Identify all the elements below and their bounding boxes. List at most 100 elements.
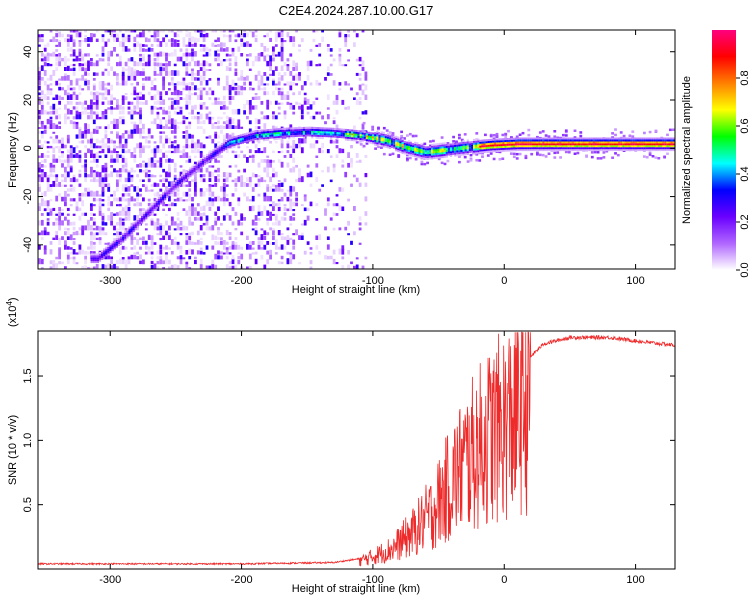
spectrogram-cell [211, 123, 215, 129]
spectrogram-cell [52, 131, 56, 134]
spectrogram-cell [110, 220, 113, 226]
spectrogram-cell [292, 92, 296, 96]
spectrogram-cell [649, 139, 652, 142]
spectrogram-cell [81, 88, 85, 91]
spectrogram-cell [464, 141, 467, 144]
spectrogram-cell [87, 139, 90, 144]
spectrogram-cell [66, 252, 70, 255]
spectrogram-cell [286, 94, 290, 100]
spectrogram-cell [92, 62, 96, 67]
spectrogram-cell [338, 82, 342, 86]
spectrogram-cell [660, 149, 663, 152]
spectrogram-cell [395, 149, 398, 152]
spectrogram-cell [199, 63, 203, 67]
snr-panel: -300 -200 -100 0 100 0.51.01.5 Height of str… [5, 297, 676, 595]
spectrogram-cell [153, 175, 157, 178]
spectrogram-cell [101, 212, 105, 216]
spectrogram-cell [519, 147, 522, 150]
spectrogram-cell [378, 134, 381, 137]
spectrogram-cell [188, 239, 192, 245]
spectrogram-cell [153, 182, 157, 187]
spectrogram-cell [222, 149, 226, 152]
spectrogram-cell [550, 141, 553, 144]
spectrogram-cell [182, 115, 186, 120]
spectrogram-cell [95, 129, 99, 134]
spectrogram-cell [101, 138, 105, 144]
spectrogram-cell [624, 141, 627, 144]
spectrogram-cell [142, 259, 145, 265]
spectrogram-cell [52, 97, 56, 100]
spectrogram-cell [515, 149, 518, 152]
spectrogram-cell [199, 164, 202, 167]
spectrogram-cell [145, 213, 148, 216]
spectrogram-cell [133, 186, 137, 192]
spectrogram-cell [202, 178, 206, 183]
spectrogram-cell [307, 126, 310, 129]
spectrogram-cell [540, 139, 543, 142]
spectrogram-cell [217, 120, 220, 125]
spectrogram-cell [64, 75, 67, 81]
spectrogram-cell [121, 167, 125, 173]
spectrogram-cell [538, 153, 542, 157]
spectrogram-cell [655, 143, 658, 146]
spectrogram-cell [43, 54, 47, 57]
spectrogram-cell [289, 85, 293, 91]
spectrogram-cell [288, 135, 291, 138]
spectrogram-cell [174, 185, 177, 188]
spectrogram-cell [260, 240, 264, 245]
spectrogram-cell [231, 79, 235, 86]
spectrogram-cell [222, 186, 226, 192]
spectrogram-cell [634, 141, 637, 144]
spectrogram-cell [439, 152, 442, 155]
spectrogram-cell [214, 155, 217, 158]
spectrogram-cell [544, 137, 547, 140]
spectrogram-cell [240, 181, 244, 187]
spectrogram-cell [283, 192, 287, 197]
spectrogram-cell [173, 99, 177, 105]
spectrogram-cell [616, 153, 620, 157]
spectrogram-cell [176, 192, 180, 197]
spectrogram-cell [151, 205, 154, 208]
spectrogram-cell [647, 147, 650, 150]
spectrogram-cell [374, 141, 377, 144]
spectrogram-cell [370, 136, 373, 138]
spectrogram-cell [357, 135, 360, 138]
spectrogram-cell [475, 144, 478, 147]
spectrogram-cell [46, 77, 50, 81]
spectrogram-cell [124, 61, 128, 67]
spectrogram-cell [335, 94, 339, 100]
spectrogram-cell [61, 173, 64, 178]
spectrogram-cell [189, 175, 192, 178]
spectrogram-cell [69, 64, 73, 67]
spectrogram-cell [298, 129, 301, 131]
spectrogram-cell [536, 139, 539, 142]
spectrogram-cell [286, 235, 290, 240]
spectrogram-cell [204, 161, 207, 164]
spectrogram-cell [243, 137, 247, 140]
spectrogram-cell [43, 208, 47, 212]
spectrogram-cell [107, 147, 111, 154]
spectrogram-cell [573, 152, 577, 155]
spectrogram-cell [355, 160, 359, 163]
spectrogram-cell [222, 215, 226, 221]
spectrogram-cell [124, 238, 127, 241]
spectrogram-cell [632, 139, 635, 142]
spectrogram-cell [142, 48, 145, 52]
spectrogram-cell [651, 137, 654, 140]
spectrogram-cell [542, 147, 545, 150]
spectrogram-cell [546, 143, 549, 146]
spectrogram-cell [515, 135, 519, 138]
spectrogram-cell [668, 139, 671, 142]
spectrogram-cell [510, 147, 513, 150]
spectrogram-cell [332, 167, 336, 173]
spectrogram-cell [116, 179, 119, 182]
spectrogram-cell [361, 265, 365, 269]
spectrogram-cell [374, 132, 377, 135]
spectrogram-cell [191, 43, 194, 47]
spectrogram-cell [273, 128, 276, 131]
spectrogram-cell [561, 145, 564, 148]
spectrogram-cell [64, 113, 67, 120]
spectrogram-cell [355, 139, 358, 142]
spectrogram-cell [117, 238, 121, 241]
spectrogram-cell [173, 124, 177, 129]
